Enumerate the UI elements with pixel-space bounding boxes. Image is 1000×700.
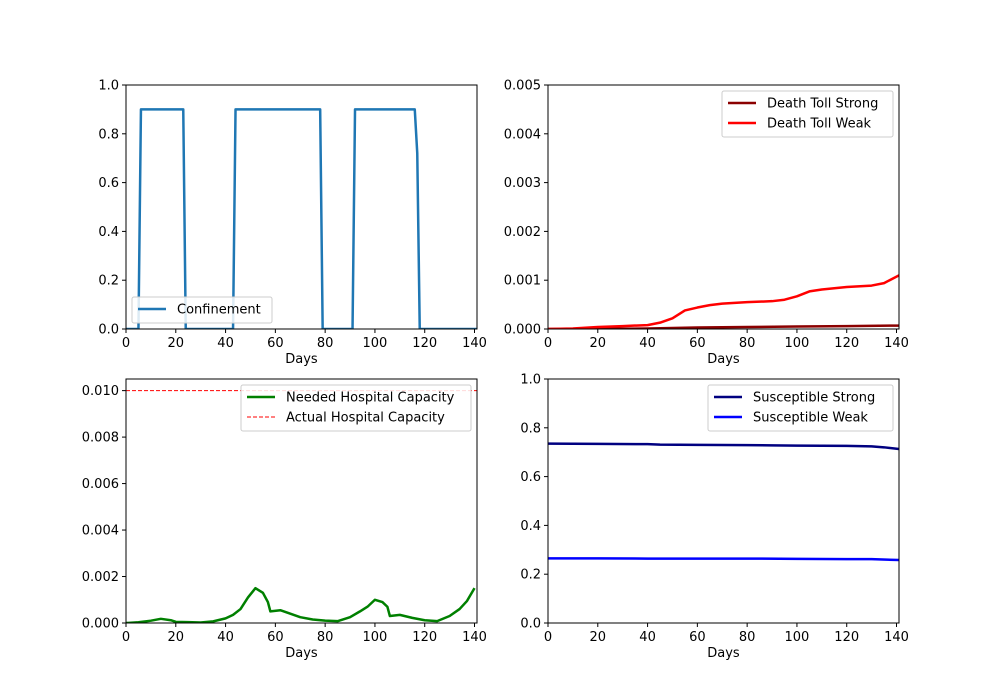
legend-label-susceptible-weak: Susceptible Weak: [753, 411, 868, 426]
y-tick-label: 0.0: [98, 323, 119, 338]
x-tick-label: 140: [462, 630, 487, 645]
legend: Confinement: [131, 296, 273, 324]
x-tick-label: 40: [639, 630, 656, 645]
x-tick-label: 140: [884, 336, 909, 351]
chart-panel-4: 0 20 40 60 80 100 120 140 0.0 0.2 0.4 0.6 0.8 1.0 Days…: [520, 373, 909, 662]
legend-box: [707, 384, 894, 432]
axes-frame: [125, 84, 478, 330]
y-tick-label: 1.0: [520, 373, 541, 388]
x-tick-label: 20: [168, 630, 185, 645]
y-tick-label: 0.002: [504, 225, 541, 240]
y-tick-label: 0.004: [82, 524, 119, 539]
y-tick-label: 0.003: [504, 176, 541, 191]
x-tick-label: 120: [412, 630, 437, 645]
legend-box: [721, 90, 894, 138]
legend-label-death-toll-weak: Death Toll Weak: [767, 117, 872, 132]
axes-frame: [547, 84, 900, 330]
legend: Needed Hospital Capacity Actual Hospital …: [240, 384, 472, 432]
legend-box: [240, 384, 472, 432]
y-tick-label: 0.4: [520, 519, 541, 534]
x-tick-label: 80: [317, 630, 334, 645]
x-tick-label: 140: [884, 630, 909, 645]
y-tick-label: 0.010: [82, 384, 119, 399]
legend: Susceptible Strong Susceptible Weak: [707, 384, 894, 432]
x-tick-label: 20: [590, 630, 607, 645]
chart-panel-2: 0 20 40 60 80 100 120 140 0.000 0.001 0.002 0.003 0.…: [504, 79, 909, 368]
x-axis-label: Days: [285, 352, 318, 367]
y-tick-label: 0.2: [98, 274, 119, 289]
x-axis-label: Days: [707, 352, 740, 367]
y-tick-label: 0.008: [82, 431, 119, 446]
axes-frame: [547, 378, 900, 624]
x-tick-label: 40: [217, 630, 234, 645]
y-tick-label: 1.0: [98, 79, 119, 94]
x-tick-label: 80: [739, 630, 756, 645]
y-tick-label: 0.4: [98, 225, 119, 240]
legend-label-susceptible-strong: Susceptible Strong: [753, 391, 875, 406]
legend: Death Toll Strong Death Toll Weak: [721, 90, 894, 138]
y-tick-label: 0.0: [520, 617, 541, 632]
y-tick-label: 0.6: [520, 470, 541, 485]
x-tick-label: 100: [363, 336, 388, 351]
legend-label-confinement: Confinement: [177, 303, 261, 318]
y-tick-label: 0.000: [82, 617, 119, 632]
x-tick-label: 40: [639, 336, 656, 351]
x-tick-label: 20: [168, 336, 185, 351]
series-line-susceptible-strong: [548, 442, 899, 451]
chart-panel-1: 0 20 40 60 80 100 120 140 0.0 0.2 0.4 0.6 0.8 1.0 Days…: [98, 79, 487, 368]
y-tick-label: 0.6: [98, 176, 119, 191]
x-tick-label: 100: [363, 630, 388, 645]
legend-label-actual-hospital-capacity: Actual Hospital Capacity: [286, 411, 445, 426]
y-tick-label: 0.006: [82, 477, 119, 492]
y-tick-label: 0.005: [504, 79, 541, 94]
x-tick-label: 0: [122, 336, 130, 351]
x-tick-label: 0: [544, 630, 552, 645]
y-tick-label: 0.004: [504, 127, 541, 142]
x-tick-label: 60: [267, 336, 284, 351]
x-axis-label: Days: [707, 646, 740, 661]
x-tick-label: 0: [544, 336, 552, 351]
x-tick-label: 100: [785, 630, 810, 645]
legend-label-needed-hospital-capacity: Needed Hospital Capacity: [286, 391, 455, 406]
y-tick-label: 0.001: [504, 274, 541, 289]
series-line-susceptible-weak: [548, 557, 899, 562]
y-tick-label: 0.2: [520, 568, 541, 583]
x-tick-label: 40: [217, 336, 234, 351]
x-tick-label: 60: [689, 336, 706, 351]
y-tick-label: 0.8: [98, 127, 119, 142]
x-tick-label: 20: [590, 336, 607, 351]
series-line-death-toll-weak: [548, 274, 899, 329]
legend-box: [131, 296, 273, 324]
x-tick-label: 80: [739, 336, 756, 351]
x-tick-label: 60: [689, 630, 706, 645]
x-tick-label: 120: [834, 630, 859, 645]
x-tick-label: 0: [122, 630, 130, 645]
x-tick-label: 100: [785, 336, 810, 351]
series-line-needed-hospital-capacity: [126, 586, 476, 623]
legend-label-death-toll-strong: Death Toll Strong: [767, 97, 878, 112]
y-tick-label: 0.002: [82, 570, 119, 585]
x-tick-label: 120: [834, 336, 859, 351]
x-tick-label: 140: [462, 336, 487, 351]
x-tick-label: 120: [412, 336, 437, 351]
x-axis-label: Days: [285, 646, 318, 661]
y-tick-label: 0.8: [520, 421, 541, 436]
y-tick-label: 0.000: [504, 323, 541, 338]
x-tick-label: 60: [267, 630, 284, 645]
x-tick-label: 80: [317, 336, 334, 351]
chart-panel-3: 0 20 40 60 80 100 120 140 0.000 0.002 0.004 0.006 0.…: [82, 378, 487, 661]
series-line-confinement: [126, 108, 477, 329]
axes-frame: [125, 378, 478, 624]
